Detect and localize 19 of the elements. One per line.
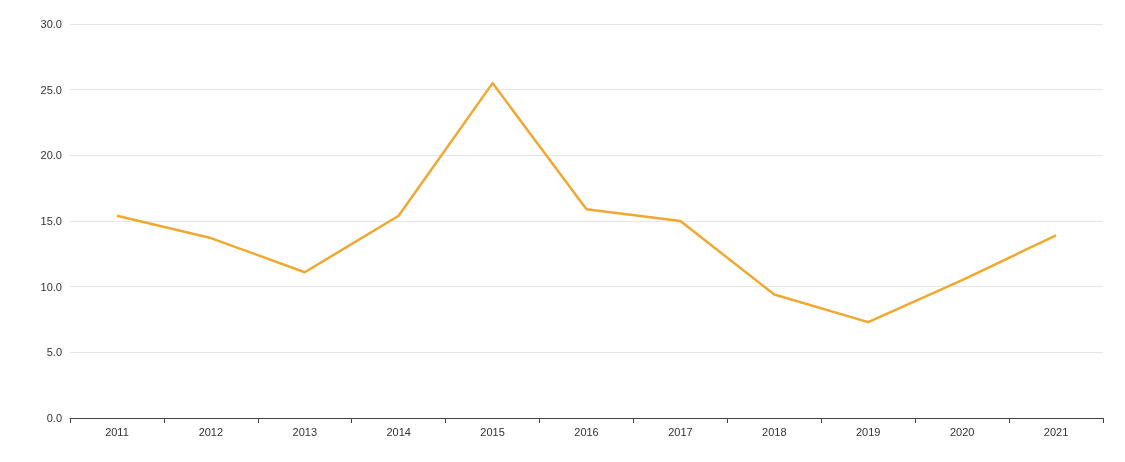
- x-tick-label: 2016: [574, 425, 599, 438]
- y-tick-label: 15.0: [40, 215, 62, 227]
- y-tick-label: 30.0: [40, 18, 62, 30]
- x-tick-label: 2013: [292, 425, 318, 438]
- y-tick-label: 5.0: [46, 346, 62, 359]
- x-tick-label: 2014: [386, 425, 411, 438]
- x-tick-label: 2018: [762, 425, 787, 438]
- x-tick-label: 2019: [855, 425, 881, 438]
- x-tick-label: 2011: [105, 425, 129, 438]
- y-tick-label: 20.0: [40, 149, 62, 162]
- x-tick-label: 2020: [949, 425, 975, 438]
- x-tick-label: 2021: [1043, 425, 1069, 438]
- y-tick-label: 10.0: [40, 280, 62, 293]
- y-tick-label: 0.0: [46, 412, 62, 424]
- x-tick-label: 2017: [668, 425, 693, 438]
- line-series: [115, 81, 1058, 324]
- x-tick-label: 2012: [198, 425, 224, 438]
- x-tick-label: 2015: [480, 425, 505, 438]
- y-tick-label: 25.0: [40, 83, 62, 96]
